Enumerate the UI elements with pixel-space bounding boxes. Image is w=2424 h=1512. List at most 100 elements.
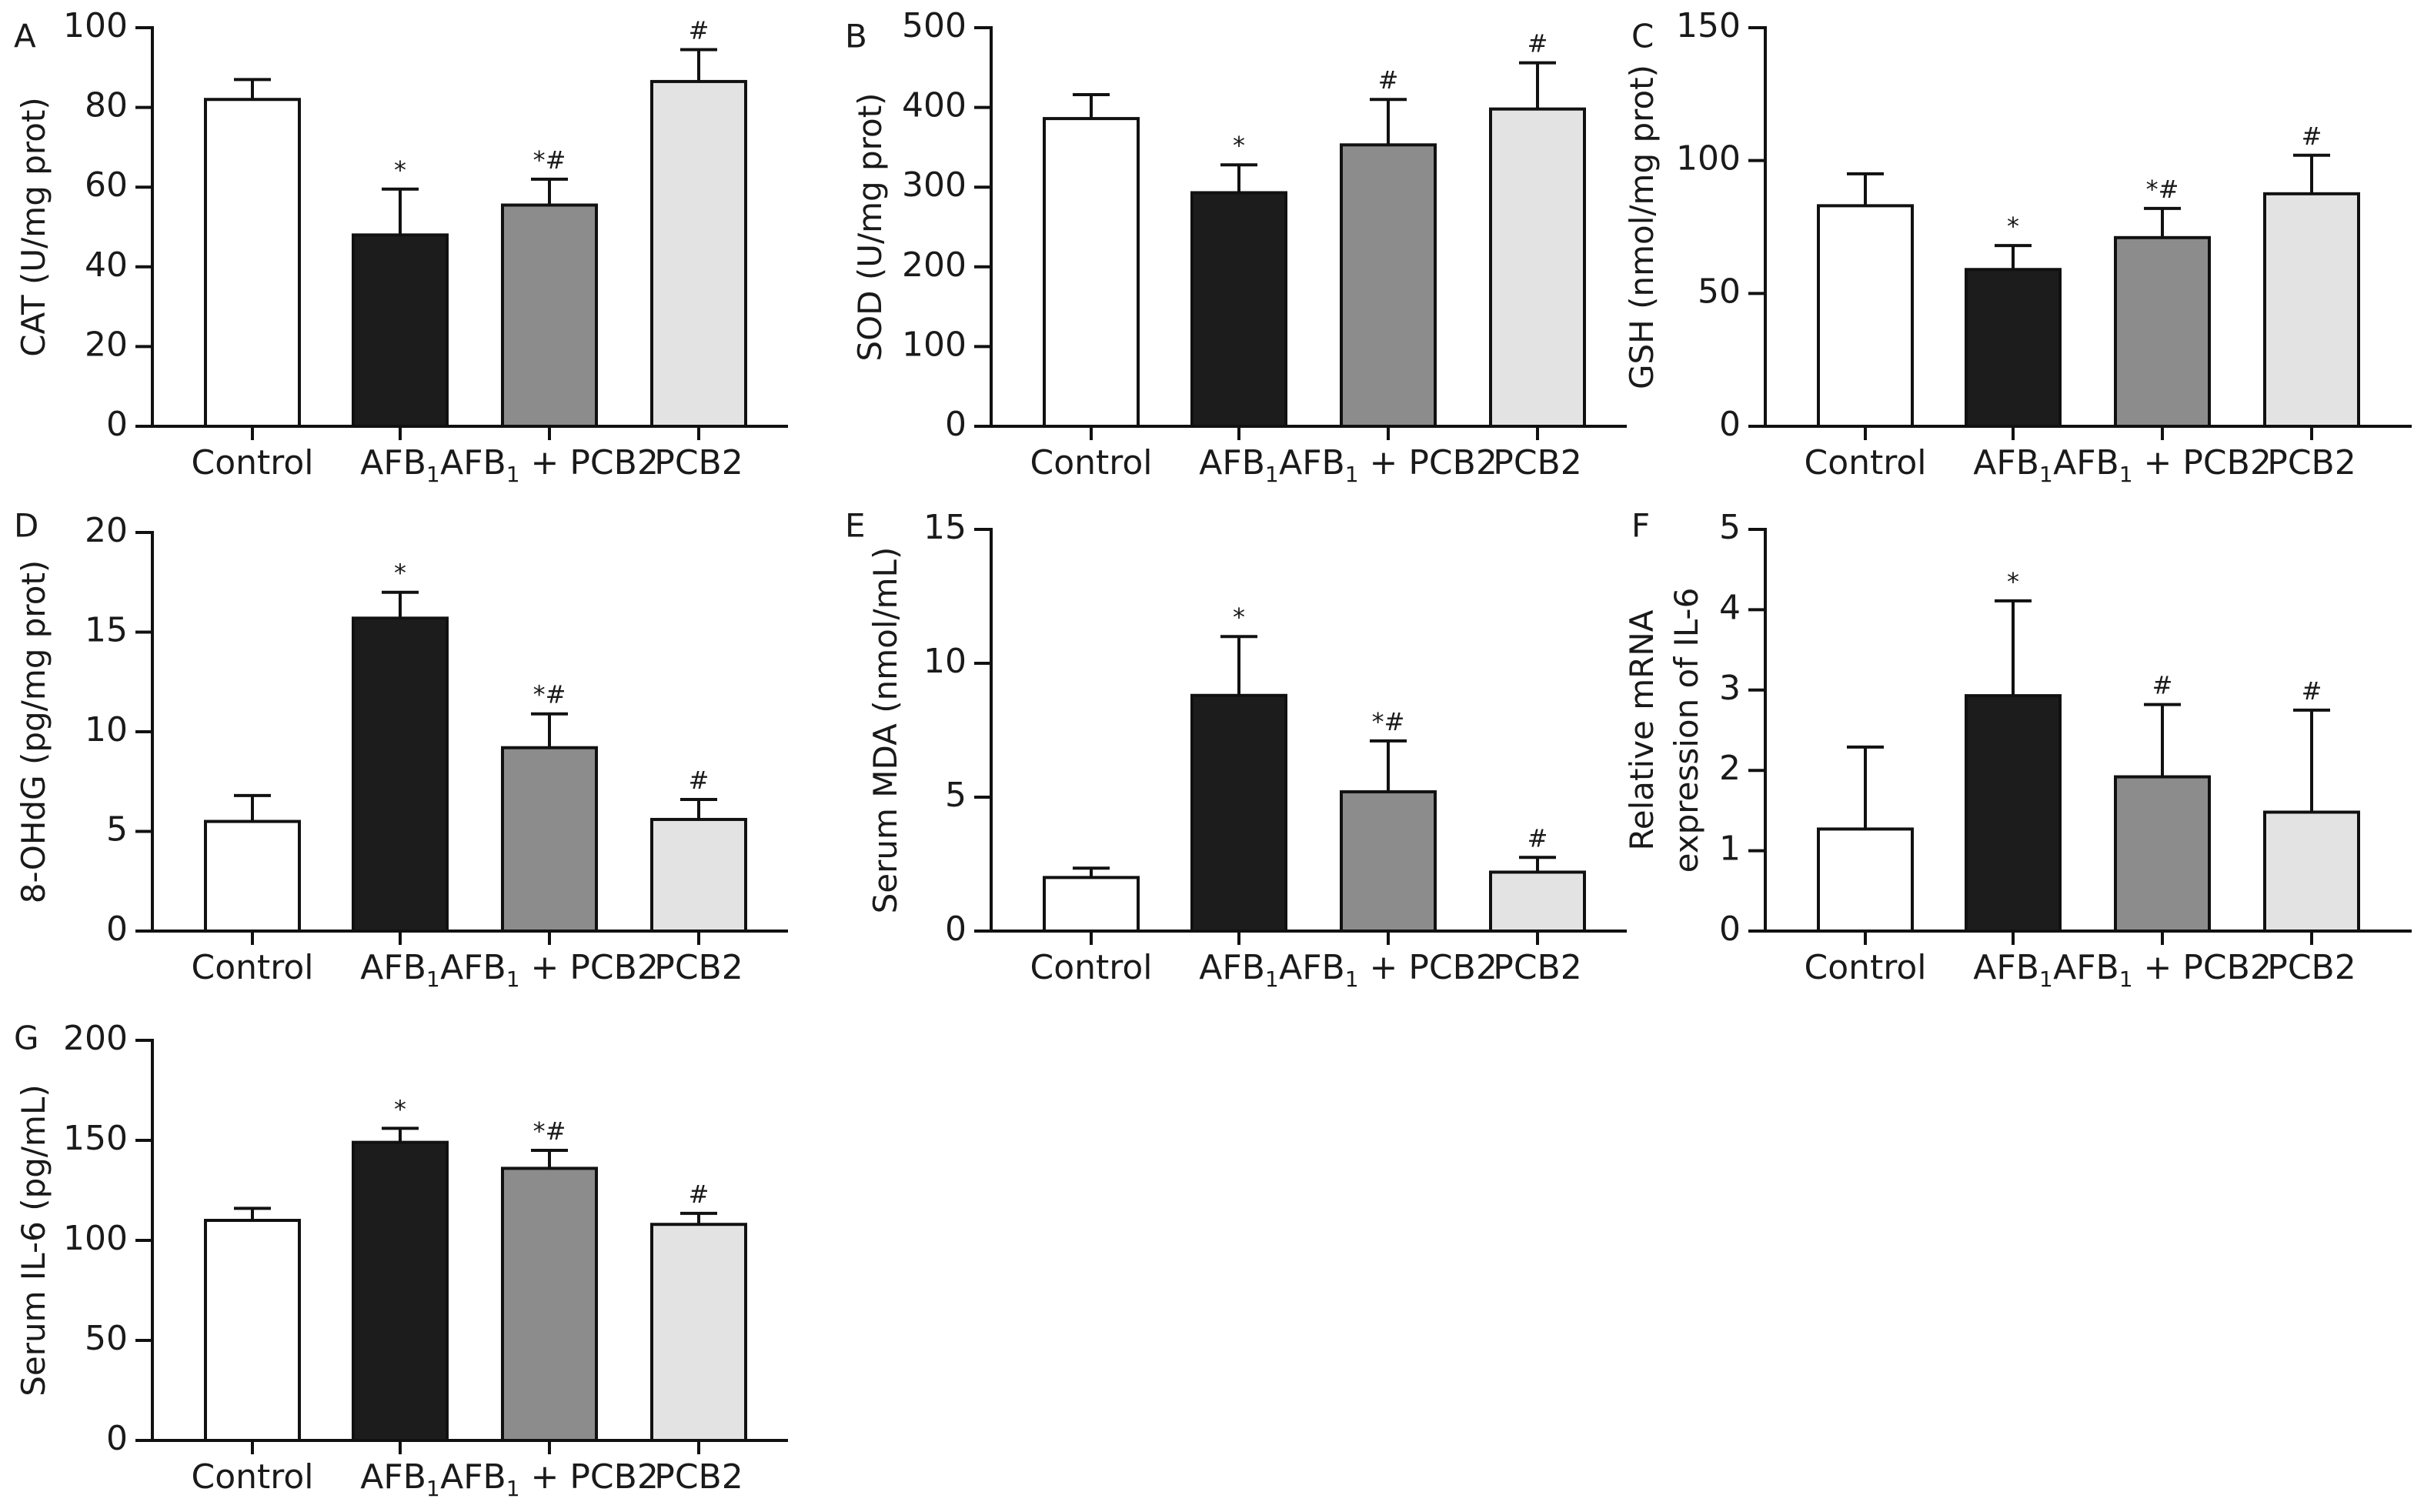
bar: [1340, 143, 1437, 429]
y-tick-label: 0: [106, 405, 128, 444]
panel-label: E: [845, 507, 866, 545]
y-axis-label: GSH (nmol/mg prot): [1623, 65, 1661, 389]
x-tick-label: AFB1 + PCB2: [2053, 948, 2272, 992]
y-tick-label: 5: [106, 810, 128, 849]
y-tick-label: 200: [63, 1019, 128, 1058]
y-tick-label: 400: [902, 86, 967, 125]
bar: [352, 616, 449, 933]
bar: [2263, 192, 2360, 428]
y-tick-label: 100: [1676, 139, 1741, 179]
x-tick-label: AFB1 + PCB2: [2053, 443, 2272, 487]
significance-marker: *: [1233, 131, 1245, 160]
significance-marker: #: [2302, 676, 2322, 706]
y-tick-label: 4: [1719, 588, 1741, 627]
y-tick-label: 0: [1719, 405, 1741, 444]
bar: [1489, 870, 1586, 933]
y-tick-label: 15: [923, 508, 967, 547]
y-tick-label: 40: [85, 245, 128, 285]
y-tick-label: 15: [85, 611, 128, 650]
bar: [2114, 235, 2211, 428]
bar: [1190, 191, 1287, 428]
panel-label: C: [1631, 18, 1654, 55]
significance-marker: *: [2007, 567, 2019, 596]
y-tick-label: 2: [1719, 749, 1741, 788]
x-tick-label: PCB2: [654, 443, 743, 482]
y-tick-label: 150: [63, 1119, 128, 1158]
bar: [204, 819, 301, 933]
y-tick-label: 100: [902, 325, 967, 364]
x-tick-label: Control: [191, 443, 313, 482]
y-tick-label: 50: [1698, 272, 1741, 311]
chart-panel-d: D Control * AFB1 *# AFB1 + PCB2 # PCB2 0 5 10 15 20 8…: [14, 507, 788, 992]
chart-panel-a: A Control * AFB1 *# AFB1 + PCB2 # PCB2 0 20 40 60 80…: [14, 6, 788, 487]
y-tick-label: 5: [1719, 508, 1741, 547]
x-tick-label: PCB2: [2267, 948, 2356, 987]
bar: [1817, 827, 1914, 933]
y-tick-label: 500: [902, 6, 967, 45]
bar: [1340, 790, 1437, 933]
x-tick-label: Control: [191, 948, 313, 987]
panel-label: B: [845, 18, 867, 55]
bar: [1043, 117, 1140, 428]
y-axis-label-line2: expression of IL-6: [1668, 588, 1705, 873]
y-axis-label: SOD (U/mg prot): [851, 92, 889, 361]
x-tick-label: AFB1 + PCB2: [1279, 948, 1497, 992]
bar: [2114, 775, 2211, 933]
y-tick-label: 10: [85, 710, 128, 749]
x-tick-label: AFB1: [1199, 948, 1278, 992]
x-tick-label: Control: [191, 1457, 313, 1497]
panel-label: F: [1631, 507, 1650, 545]
bar: [204, 98, 301, 429]
chart-panel-b: B Control * AFB1 # AFB1 + PCB2 # PCB2 0 100 200 300…: [845, 6, 1627, 487]
bar: [2263, 810, 2360, 933]
panel-label: G: [14, 1020, 39, 1057]
x-tick-label: AFB1 + PCB2: [440, 443, 659, 487]
significance-marker: *#: [533, 1116, 566, 1146]
x-tick-label: PCB2: [654, 948, 743, 987]
x-tick-label: AFB1 + PCB2: [440, 1457, 659, 1501]
y-axis-label: Serum MDA (nmol/mL): [866, 547, 904, 914]
y-tick-label: 80: [85, 86, 128, 125]
significance-marker: *: [394, 155, 406, 185]
bar: [1489, 107, 1586, 428]
chart-panel-f: F Control * AFB1 # AFB1 + PCB2 # PCB2 0 1 2 3 4 5 Rela…: [1623, 507, 2412, 992]
bar: [1043, 876, 1140, 933]
x-tick-label: PCB2: [1493, 443, 1581, 482]
x-tick-label: AFB1: [1199, 443, 1278, 487]
y-tick-label: 20: [85, 325, 128, 364]
y-tick-label: 1: [1719, 829, 1741, 869]
y-tick-label: 0: [1719, 910, 1741, 949]
y-tick-label: 0: [106, 1419, 128, 1458]
y-tick-label: 60: [85, 165, 128, 205]
x-tick-label: AFB1: [360, 948, 439, 992]
bar: [1965, 694, 2062, 933]
y-axis-label: Serum IL-6 (pg/mL): [15, 1084, 52, 1396]
x-tick-label: AFB1 + PCB2: [440, 948, 659, 992]
bar: [501, 746, 598, 933]
y-tick-label: 5: [945, 776, 967, 815]
chart-panel-g: G Control * AFB1 *# AFB1 + PCB2 # PCB2 0 50 100 150…: [14, 1019, 788, 1501]
x-tick-label: Control: [1030, 443, 1152, 482]
y-tick-label: 200: [902, 245, 967, 285]
bar: [1817, 204, 1914, 428]
chart-panel-c: C Control * AFB1 *# AFB1 + PCB2 # PCB2 0 50 100 150…: [1623, 6, 2412, 487]
y-tick-label: 0: [945, 910, 967, 949]
x-tick-label: Control: [1030, 948, 1152, 987]
x-tick-label: Control: [1804, 443, 1926, 482]
y-tick-label: 150: [1676, 6, 1741, 45]
bar: [650, 1223, 747, 1442]
x-tick-label: PCB2: [654, 1457, 743, 1497]
significance-marker: *: [2007, 212, 2019, 241]
x-tick-label: PCB2: [1493, 948, 1581, 987]
bar: [1965, 268, 2062, 428]
y-tick-label: 50: [85, 1319, 128, 1358]
bar: [204, 1219, 301, 1442]
y-tick-label: 0: [106, 910, 128, 949]
significance-marker: *#: [533, 680, 566, 709]
bar: [352, 233, 449, 428]
y-tick-label: 20: [85, 511, 128, 550]
x-tick-label: PCB2: [2267, 443, 2356, 482]
x-tick-label: AFB1: [1973, 443, 2052, 487]
y-axis-label: Relative mRNA: [1623, 609, 1661, 850]
significance-marker: #: [689, 1180, 710, 1209]
